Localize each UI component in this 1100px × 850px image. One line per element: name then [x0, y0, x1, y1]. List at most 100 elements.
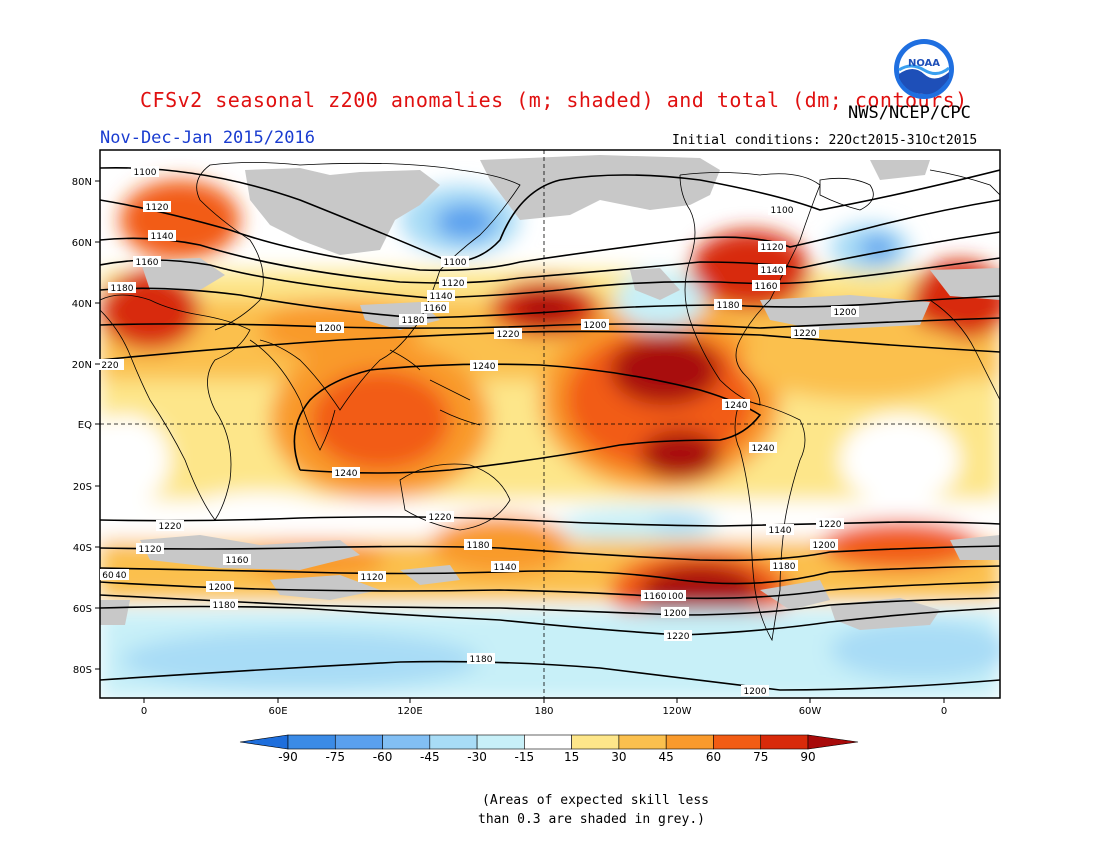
contour-label-bg — [206, 581, 234, 592]
colorbar-arrow-left — [239, 734, 289, 750]
colorbar-arrow-right — [807, 734, 859, 750]
contour-label: 1160 — [755, 282, 778, 292]
contour-label-bg — [714, 299, 742, 310]
contour-label: 1160 — [136, 258, 159, 268]
contour-label: 1180 — [467, 541, 490, 551]
contour-label-bg — [332, 467, 360, 478]
contour-label-bg — [741, 685, 769, 696]
contour-label: 1180 — [111, 284, 134, 294]
lon-label: 120E — [397, 706, 422, 717]
contour-label-bg — [464, 539, 492, 550]
lat-label: 20S — [73, 482, 92, 493]
contour-label: 1200 — [664, 609, 687, 619]
colorbar-tick-label: 45 — [659, 750, 674, 764]
contour-label-bg — [136, 543, 164, 554]
contour-label-bg — [722, 399, 750, 410]
colorbar-tick-label: -45 — [420, 750, 440, 764]
contour-labels: 1100 1120 1140 1160 1180 1200 1220 1240 1240 1240… — [96, 166, 859, 697]
colorbar-box — [334, 734, 383, 750]
lon-label: 60E — [268, 706, 287, 717]
contour-label: 1180 — [773, 562, 796, 572]
lat-label: 20N — [72, 360, 92, 371]
contour-label: 1220 — [819, 520, 842, 530]
contour-label: 1180 — [470, 655, 493, 665]
contour-label: 1100 — [444, 258, 467, 268]
contour-label: 220 — [101, 361, 118, 371]
contour-label-bg — [816, 518, 844, 529]
contour-label-bg — [223, 554, 251, 565]
contour-label-bg — [791, 327, 819, 338]
lat-label: 80N — [72, 177, 92, 188]
colorbar-tick-label: -75 — [325, 750, 345, 764]
contour-label: 1100 — [771, 206, 794, 216]
contour-label: 1220 — [429, 513, 452, 523]
contour-label-bg — [426, 511, 454, 522]
contour-label-bg — [108, 282, 136, 293]
lon-label: 60W — [799, 706, 822, 717]
colorbar-box — [571, 734, 620, 750]
contour-label: 1120 — [139, 545, 162, 555]
noaa-logo-icon: NOAA — [894, 39, 954, 99]
lon-label: 180 — [534, 706, 553, 717]
contour-label: 1220 — [794, 329, 817, 339]
colorbar-box — [524, 734, 572, 750]
contour-label: 1200 — [744, 687, 767, 697]
colorbar-tick-label: 15 — [564, 750, 579, 764]
contour-label-bg — [467, 653, 495, 664]
colorbar-box — [287, 734, 336, 750]
contour-label: 1200 — [319, 324, 342, 334]
contour-label: 60 — [102, 571, 114, 581]
contour-label-bg — [470, 360, 498, 371]
contour-label: 1140 — [761, 266, 784, 276]
contour-label: 1220 — [667, 632, 690, 642]
map-area — [100, 150, 1000, 698]
latitude-axis: 80N 60N 40N 20N EQ 20S 40S 60S 80S — [72, 177, 100, 676]
lat-label: 80S — [73, 665, 92, 676]
colorbar-box — [429, 734, 478, 750]
colorbar: -90 -75 -60 -45 -30 -15 15 30 45 60 75 90 — [239, 734, 859, 764]
contour-label-bg — [358, 571, 386, 582]
colorbar-box — [665, 734, 714, 750]
contour-label-bg — [810, 539, 838, 550]
contour-label: 1120 — [761, 243, 784, 253]
contour-label: 1140 — [494, 563, 517, 573]
colorbar-tick-label: -90 — [278, 750, 298, 764]
contour-label-bg — [768, 204, 796, 215]
contour-label: 1100 — [661, 592, 684, 602]
contour-label-bg — [133, 256, 161, 267]
contour-label: 1180 — [717, 301, 740, 311]
contour-label-bg — [758, 264, 786, 275]
lon-label: 0 — [941, 706, 947, 717]
contour-label: 1200 — [209, 583, 232, 593]
contour-label: 1160 — [424, 304, 447, 314]
longitude-axis: 0 60E 120E 180 120W 60W 0 — [141, 698, 947, 717]
contour-label: 1200 — [834, 308, 857, 318]
contour-label: 1100 — [134, 168, 157, 178]
contour-label-bg — [421, 302, 449, 313]
colorbar-tick-label: 75 — [753, 750, 768, 764]
contour-label: 1120 — [361, 573, 384, 583]
lat-label: EQ — [78, 420, 92, 431]
contour-label: 1220 — [497, 330, 520, 340]
contour-label-bg — [770, 560, 798, 571]
colorbar-box — [382, 734, 431, 750]
contour-label-bg — [758, 241, 786, 252]
contour-label-bg — [752, 280, 780, 291]
contour-label-bg — [491, 561, 519, 572]
contour-label: 1240 — [752, 444, 775, 454]
contour-label: 1140 — [151, 232, 174, 242]
contour-label: 1140 — [769, 526, 792, 536]
contour-label: 1140 — [430, 292, 453, 302]
contour-label: 1120 — [146, 203, 169, 213]
lon-label: 0 — [141, 706, 147, 717]
contour-label-bg — [661, 607, 689, 618]
contour-label-bg — [831, 306, 859, 317]
lat-label: 40N — [72, 299, 92, 310]
colorbar-box — [713, 734, 762, 750]
contour-label: 1160 — [644, 592, 667, 602]
colorbar-tick-label: -30 — [467, 750, 487, 764]
contour-label: 1120 — [442, 279, 465, 289]
contour-label: 1240 — [473, 362, 496, 372]
contour-label-bg — [156, 520, 184, 531]
